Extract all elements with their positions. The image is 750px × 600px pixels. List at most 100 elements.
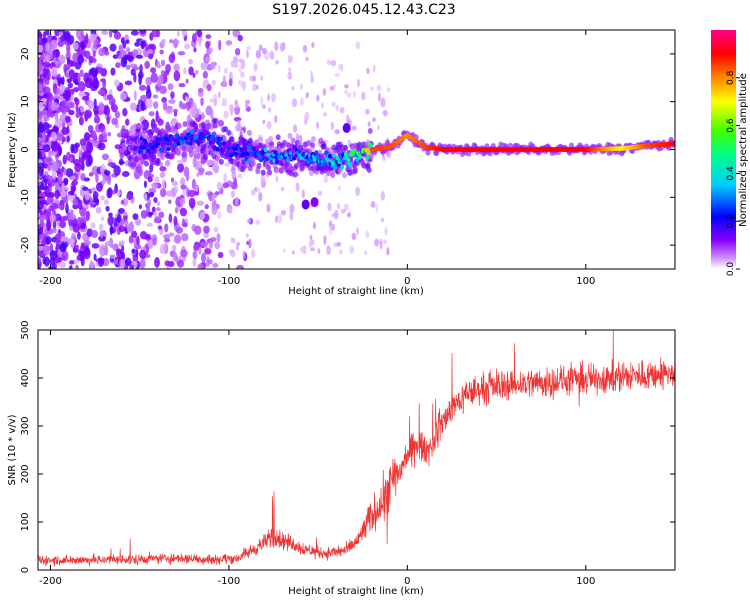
noise-blob	[38, 137, 44, 142]
spread-blob	[143, 160, 149, 167]
noise-blob	[346, 212, 352, 218]
noise-blob	[256, 187, 261, 194]
noise-blob	[104, 105, 111, 116]
noise-blob	[152, 94, 159, 99]
noise-blob	[187, 189, 196, 198]
noise-blob	[168, 213, 173, 223]
x-tick-label: -100	[218, 576, 241, 587]
noise-blob	[133, 72, 137, 83]
noise-blob	[171, 180, 178, 187]
noise-blob	[83, 248, 91, 260]
noise-blob	[64, 91, 71, 102]
noise-blob	[205, 40, 211, 49]
spread-blob	[309, 142, 315, 149]
spread-blob	[208, 149, 214, 156]
noise-blob	[283, 248, 286, 253]
noise-blob	[163, 243, 168, 251]
noise-blob	[145, 76, 153, 86]
noise-blob	[66, 135, 70, 143]
noise-blob	[59, 220, 66, 229]
noise-blob	[118, 240, 126, 245]
noise-blob	[196, 36, 203, 43]
snr-background	[38, 330, 675, 570]
noise-blob	[75, 244, 79, 251]
noise-blob	[51, 170, 57, 180]
noise-blob	[139, 230, 148, 240]
tone-blob	[327, 154, 332, 159]
noise-blob	[124, 80, 133, 86]
noise-blob	[77, 81, 86, 92]
noise-blob	[111, 30, 118, 34]
x-tick-label: 0	[404, 576, 410, 587]
spread-blob	[254, 139, 260, 146]
noise-blob	[38, 63, 45, 72]
noise-blob	[179, 177, 186, 187]
noise-blob	[45, 208, 52, 218]
noise-blob	[160, 69, 165, 76]
spread-blob	[287, 132, 293, 139]
noise-blob	[92, 191, 99, 200]
noise-blob	[140, 209, 148, 219]
spread-blob	[229, 136, 235, 143]
spread-blob	[251, 160, 257, 167]
noise-blob	[131, 248, 136, 254]
noise-blob	[238, 58, 244, 63]
noise-blob	[224, 162, 230, 167]
noise-blob	[42, 67, 48, 78]
noise-blob	[134, 260, 138, 268]
y-tick-label: 300	[20, 416, 31, 435]
noise-blob	[275, 175, 279, 183]
noise-blob	[112, 54, 119, 59]
noise-blob	[136, 235, 140, 246]
tone-blob	[158, 137, 163, 142]
noise-blob	[242, 250, 246, 259]
noise-blob	[47, 161, 52, 172]
noise-blob	[128, 235, 134, 244]
noise-blob	[255, 49, 262, 59]
figure-title: S197.2026.045.12.43.C23	[272, 2, 455, 18]
spread-blob	[367, 128, 373, 135]
noise-blob	[80, 41, 85, 51]
tone-blob	[344, 153, 349, 158]
noise-blob	[258, 192, 263, 202]
snr-frame	[37, 329, 676, 571]
noise-blob	[280, 209, 287, 216]
noise-blob	[204, 204, 209, 210]
noise-blob	[122, 108, 128, 117]
noise-blob	[127, 193, 132, 199]
noise-blob	[234, 48, 241, 56]
noise-blob	[174, 206, 179, 214]
tone-blob	[143, 140, 148, 146]
tone-blob	[168, 141, 173, 146]
spread-blob	[230, 167, 236, 174]
noise-blob	[153, 197, 158, 204]
snr-y-axis: 0 100 200 300 400 500	[20, 320, 675, 573]
noise-blob	[323, 235, 327, 245]
noise-blob	[139, 258, 146, 269]
noise-blob	[269, 50, 275, 60]
tone-blob	[251, 146, 256, 152]
noise-blob	[105, 205, 110, 212]
noise-blob	[38, 229, 42, 236]
noise-blob	[208, 239, 214, 250]
noise-blob	[38, 44, 44, 53]
noise-blob	[171, 244, 177, 252]
colorbar-tick-label: 0.2	[726, 214, 736, 228]
noise-blob	[201, 111, 205, 121]
colorbar-tick-label: 0.8	[726, 70, 736, 85]
noise-blob	[194, 225, 202, 235]
noise-blob	[181, 30, 188, 37]
colorbar-tick-label: 0.0	[726, 262, 736, 277]
noise-blob	[168, 53, 176, 64]
noise-blob	[39, 218, 45, 228]
noise-blob	[213, 98, 218, 107]
noise-blob	[321, 102, 324, 109]
noise-blob	[196, 200, 204, 206]
noise-blob	[291, 86, 295, 91]
noise-blob	[214, 168, 219, 174]
noise-blob	[246, 45, 251, 51]
noise-blob	[206, 256, 210, 268]
noise-blob	[155, 115, 160, 123]
noise-blob	[62, 215, 70, 221]
spread-blob	[352, 166, 358, 173]
